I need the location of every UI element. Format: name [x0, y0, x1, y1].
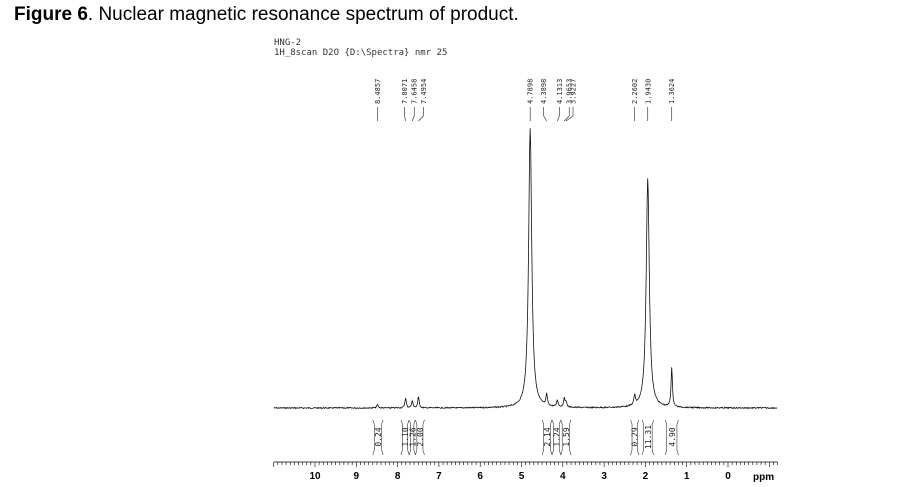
integral-value: 2.14 — [543, 427, 552, 446]
integral-bracket-right — [550, 419, 553, 456]
integral-value: 0.24 — [374, 427, 383, 446]
integral-bracket-right — [651, 419, 654, 456]
peak-label: 1.9430 — [644, 79, 652, 104]
integral-value: 4.90 — [668, 427, 677, 446]
integral-bracket-left — [560, 419, 563, 456]
peak-label-leader — [404, 115, 406, 122]
sample-name: HNG-2 — [274, 38, 302, 48]
x-tick-label: 1 — [684, 471, 690, 482]
peak-label: 7.4954 — [420, 79, 428, 104]
x-tick-label: 10 — [309, 471, 321, 482]
integral-bracket-right — [558, 419, 562, 456]
peak-label: 4.3898 — [540, 79, 548, 104]
x-tick-label: 3 — [601, 471, 607, 482]
integral-value: 0.29 — [631, 427, 640, 446]
figure-number: Figure 6 — [14, 4, 88, 25]
peak-label: 1.3624 — [668, 79, 676, 104]
integral-bracket-left — [415, 419, 418, 456]
x-tick-label: 0 — [725, 471, 731, 482]
integral-value: 1.24 — [552, 427, 561, 446]
x-tick-label: 7 — [436, 471, 442, 482]
integral-value: 2.00 — [416, 427, 425, 446]
integral-bracket-left — [400, 419, 403, 456]
peak-label: 4.1313 — [556, 79, 564, 104]
peak-label-leader — [418, 115, 424, 122]
integral-bracket-left — [408, 419, 411, 456]
peak-label-leader — [543, 115, 547, 122]
integral-bracket-left — [664, 419, 668, 456]
integral-bracket-right — [676, 419, 679, 456]
figure-caption: Figure 6. Nuclear magnetic resonance spe… — [14, 4, 519, 26]
integral-bracket-left — [641, 419, 644, 456]
peak-label: 7.6458 — [411, 79, 419, 104]
figure-caption-text: . Nuclear magnetic resonance spectrum of… — [87, 4, 519, 25]
integral-bracket-left — [372, 419, 375, 456]
x-tick-label: 5 — [519, 471, 525, 482]
integral-bracket-left — [541, 419, 544, 456]
peak-label: 4.7898 — [527, 79, 535, 104]
integral-bracket-left — [551, 419, 554, 456]
acquisition-info: 1H_8scan D2O {D:\Spectra} nmr 25 — [274, 48, 448, 58]
peak-label-leader — [565, 115, 574, 122]
x-axis-label: ppm — [753, 472, 774, 483]
integral-value: 1.26 — [408, 427, 417, 446]
integral-bracket-right — [636, 419, 640, 456]
peak-label: 7.8071 — [401, 79, 409, 104]
integral-value: 11.31 — [644, 425, 653, 449]
peak-label: 2.2602 — [631, 79, 639, 104]
integral-bracket-right — [422, 419, 425, 456]
integral-value: 1.10 — [401, 427, 410, 446]
spectrum-trace — [273, 128, 778, 410]
peak-label-leader — [411, 115, 415, 122]
x-tick-label: 2 — [643, 471, 649, 482]
peak-label: 8.4857 — [374, 79, 382, 104]
integral-bracket-right — [413, 419, 416, 456]
spectrum-header: HNG-2 1H_8scan D2O {D:\Spectra} nmr 25 — [274, 38, 447, 58]
peak-label: 3.9653 — [566, 79, 574, 104]
integral-bracket-right — [407, 419, 410, 456]
x-tick-label: 9 — [354, 471, 360, 482]
integral-bracket-right — [381, 419, 384, 456]
peak-label-leader — [557, 115, 560, 122]
peak-label: 3.9227 — [570, 79, 578, 104]
integral-bracket-right — [569, 419, 572, 456]
integral-bracket-left — [630, 419, 633, 456]
x-tick-label: 8 — [395, 471, 401, 482]
peak-label-leader — [564, 115, 570, 122]
x-tick-label: 4 — [560, 471, 566, 482]
integral-value: 1.59 — [562, 427, 571, 446]
x-tick-label: 6 — [477, 471, 483, 482]
